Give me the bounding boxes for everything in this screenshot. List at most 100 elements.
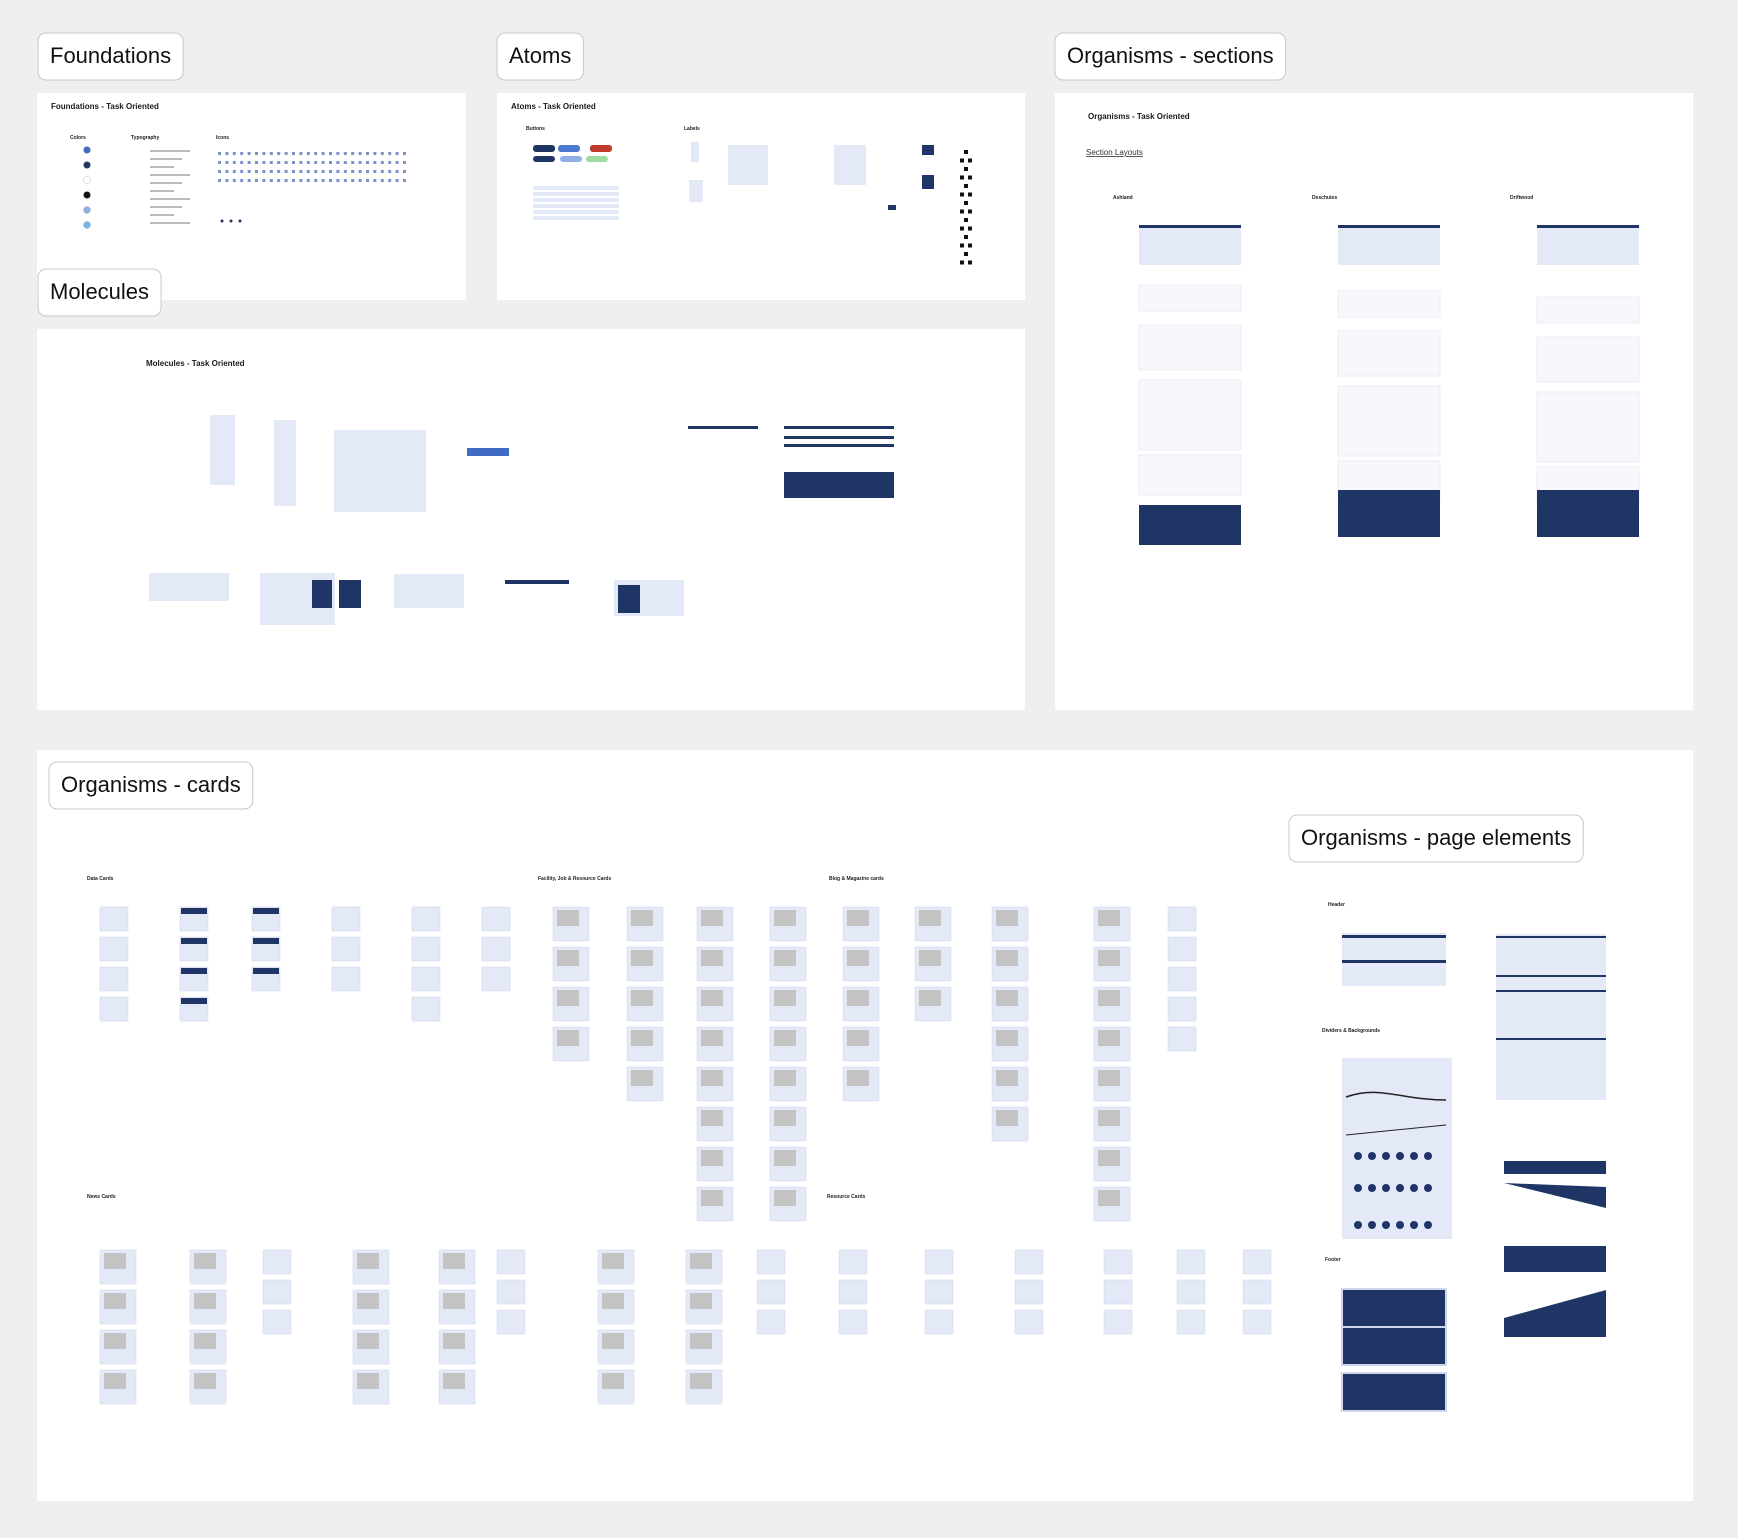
icon	[218, 152, 221, 155]
wave	[1345, 1091, 1447, 1101]
link[interactable]: Section Layouts	[1086, 148, 1143, 157]
icon	[240, 179, 244, 182]
icon	[321, 152, 325, 155]
card-header	[181, 968, 207, 974]
card	[411, 966, 441, 992]
node	[1410, 1152, 1418, 1160]
icon	[269, 152, 273, 155]
image	[557, 910, 579, 926]
icon	[358, 161, 362, 164]
image	[774, 1070, 796, 1086]
section-label-box[interactable]	[37, 268, 162, 317]
card	[99, 996, 129, 1022]
icon	[306, 179, 310, 182]
icon	[373, 161, 377, 164]
frame-atoms[interactable]	[497, 93, 1025, 300]
checker	[968, 175, 972, 180]
header-block	[1537, 225, 1639, 265]
card	[481, 906, 511, 932]
node	[1424, 1184, 1432, 1192]
icon	[247, 179, 251, 182]
icon	[255, 179, 258, 182]
panel	[334, 430, 426, 512]
checker	[964, 235, 968, 239]
node	[1396, 1152, 1404, 1160]
card	[496, 1279, 526, 1305]
group-title: News Cards	[87, 1194, 116, 1200]
card	[756, 1249, 786, 1275]
icon	[299, 170, 303, 173]
image	[631, 1030, 653, 1046]
card	[1167, 1026, 1197, 1052]
image	[104, 1373, 126, 1389]
group-title: Footer	[1325, 1257, 1341, 1263]
image	[774, 910, 796, 926]
section-label-box[interactable]	[1288, 814, 1584, 863]
icon	[284, 179, 288, 182]
node	[1354, 1152, 1362, 1160]
node	[1354, 1221, 1362, 1229]
section-label-box[interactable]	[1054, 32, 1287, 81]
image	[357, 1253, 379, 1269]
icon	[299, 161, 303, 164]
image	[690, 1253, 712, 1269]
section-label-box[interactable]	[48, 761, 254, 810]
icon	[321, 170, 325, 173]
panel	[394, 574, 464, 608]
icon	[366, 170, 369, 173]
icon	[358, 152, 362, 155]
frame-molecules[interactable]	[37, 329, 1025, 710]
icon	[284, 152, 288, 155]
card	[411, 936, 441, 962]
section-label-box[interactable]	[496, 32, 584, 81]
image	[847, 1030, 869, 1046]
card	[331, 966, 361, 992]
frame-foundations[interactable]	[37, 93, 466, 300]
card	[1176, 1309, 1206, 1335]
icon	[240, 161, 244, 164]
group-title: Resource Cards	[827, 1194, 866, 1200]
bar	[688, 426, 758, 429]
checker	[964, 201, 968, 205]
checker	[964, 167, 968, 171]
icon	[395, 161, 399, 164]
card	[1176, 1279, 1206, 1305]
bar	[467, 448, 509, 456]
text-line	[150, 182, 182, 184]
image	[996, 990, 1018, 1006]
icon	[277, 179, 281, 182]
image	[443, 1373, 465, 1389]
image	[701, 1110, 723, 1126]
image	[1098, 1070, 1120, 1086]
icon	[306, 152, 310, 155]
footer-block	[1341, 1288, 1447, 1328]
checker	[960, 175, 964, 180]
header-bar	[1139, 225, 1241, 228]
text-line	[150, 150, 190, 152]
icon	[336, 179, 340, 182]
icon	[403, 170, 406, 173]
checker	[964, 218, 968, 222]
icon	[336, 170, 340, 173]
labels: Foundations Atoms Organisms - sections Mole…	[37, 32, 1584, 863]
card	[924, 1279, 954, 1305]
icon	[388, 170, 392, 173]
icon	[269, 170, 273, 173]
card	[924, 1309, 954, 1335]
table-row	[533, 216, 619, 220]
card	[496, 1309, 526, 1335]
text-line	[150, 158, 182, 160]
header-block	[1139, 225, 1241, 265]
section-block	[1138, 379, 1242, 451]
button	[586, 156, 608, 162]
swatch	[83, 191, 91, 199]
panel	[618, 585, 640, 613]
section-label-box[interactable]	[37, 32, 184, 81]
icon	[225, 152, 229, 155]
image	[701, 1070, 723, 1086]
card	[1167, 966, 1197, 992]
icon	[262, 170, 266, 173]
image	[631, 910, 653, 926]
card	[262, 1309, 292, 1335]
